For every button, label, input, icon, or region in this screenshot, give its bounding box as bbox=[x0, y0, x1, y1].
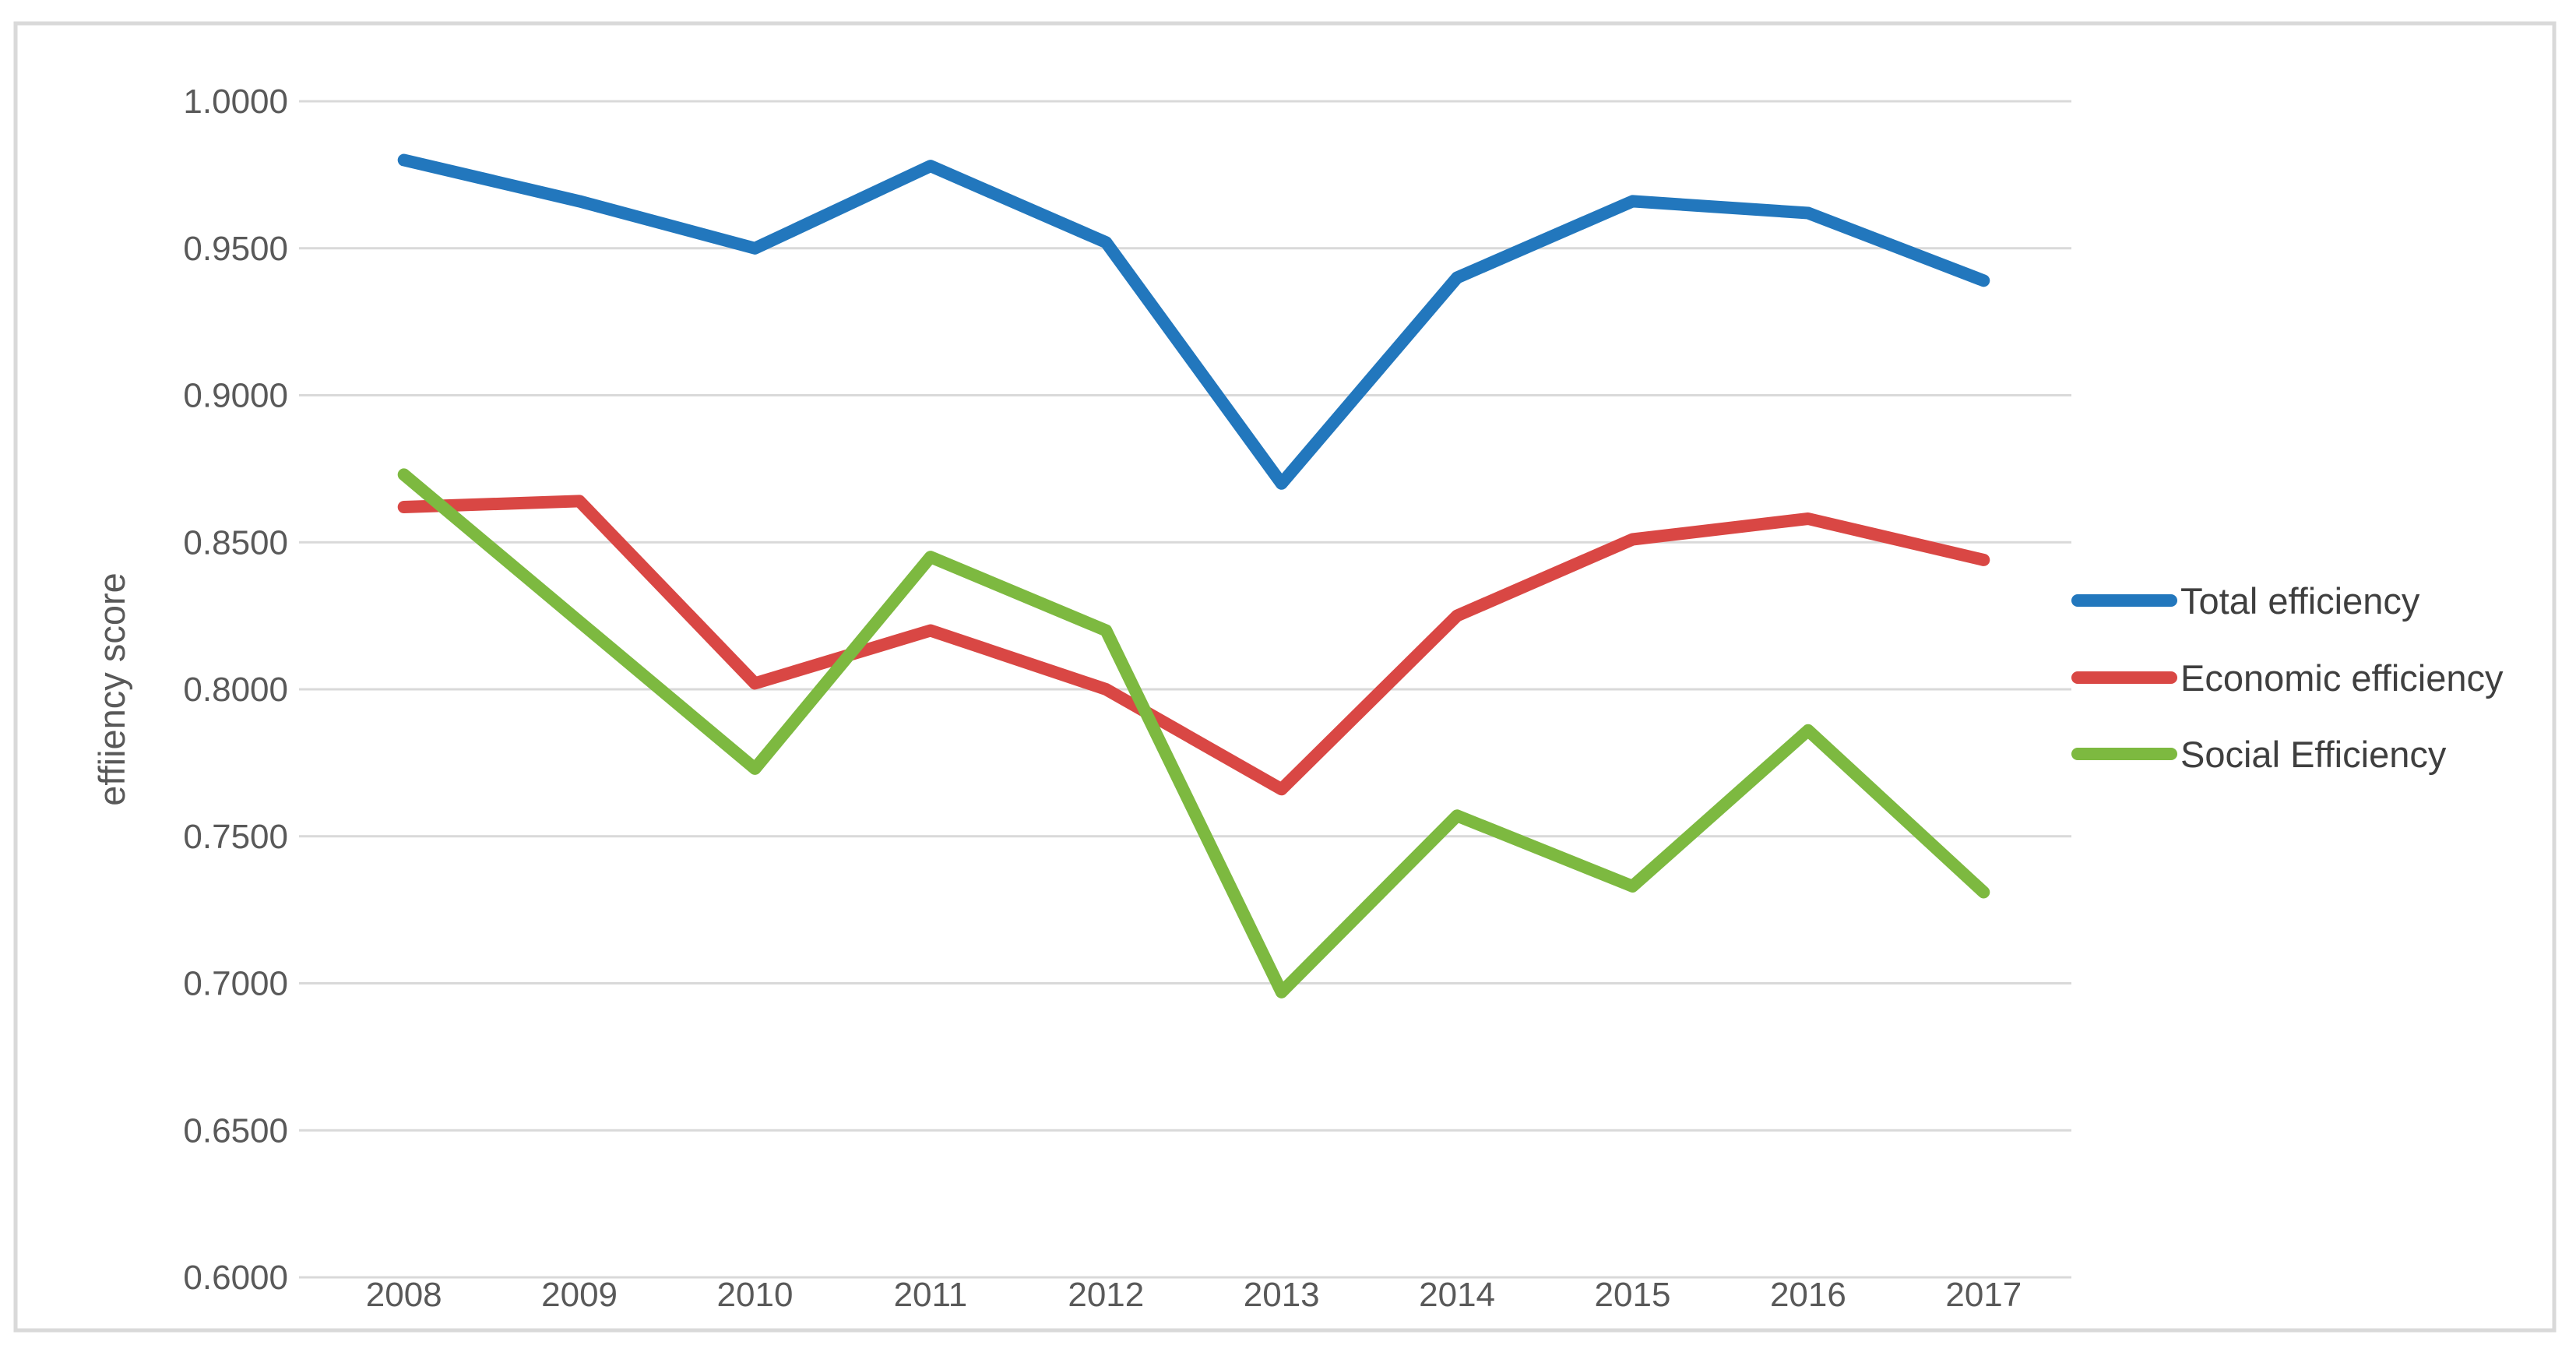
gridlines-group bbox=[299, 100, 2071, 1279]
y-tick-label: 0.9500 bbox=[183, 230, 288, 268]
legend-label-social-efficiency: Social Efficiency bbox=[2180, 734, 2447, 775]
legend-item-total-efficiency: Total efficiency bbox=[2071, 580, 2420, 622]
series-line-social-efficiency bbox=[397, 468, 1990, 998]
y-tick-label: 0.6000 bbox=[183, 1259, 288, 1297]
series-line-economic-efficiency bbox=[397, 495, 1990, 796]
y-tick-label: 0.6500 bbox=[183, 1111, 288, 1150]
x-tick-label-2013: 2013 bbox=[1244, 1276, 1320, 1314]
figure-border bbox=[13, 21, 2557, 1333]
x-tick-label-2015: 2015 bbox=[1595, 1276, 1671, 1314]
series-group bbox=[397, 153, 1990, 998]
x-tick-label-2017: 2017 bbox=[1945, 1276, 2022, 1314]
y-tick-label: 0.9000 bbox=[183, 377, 288, 415]
legend-item-social-efficiency: Social Efficiency bbox=[2071, 734, 2447, 775]
x-tick-label-2011: 2011 bbox=[894, 1276, 968, 1314]
y-tick-label: 1.0000 bbox=[183, 83, 288, 121]
y-axis-title: effiiency score bbox=[91, 572, 132, 806]
x-tick-label-2008: 2008 bbox=[366, 1276, 442, 1314]
legend-item-economic-efficiency: Economic efficiency bbox=[2071, 657, 2504, 699]
legend-label-economic-efficiency: Economic efficiency bbox=[2180, 657, 2504, 699]
y-tick-label: 0.7500 bbox=[183, 818, 288, 856]
x-tick-label-2012: 2012 bbox=[1068, 1276, 1144, 1314]
x-tick-label-2009: 2009 bbox=[541, 1276, 618, 1314]
x-tick-label-2016: 2016 bbox=[1770, 1276, 1846, 1314]
x-tick-label-2014: 2014 bbox=[1419, 1276, 1495, 1314]
y-tick-label: 0.7000 bbox=[183, 965, 288, 1003]
axis-labels-group: 1.0000 0.9500 0.9000 0.8500 0.8000 0.7500 0.70… bbox=[183, 83, 2022, 1314]
x-tick-label-2010: 2010 bbox=[717, 1276, 794, 1314]
legend-label-total-efficiency: Total efficiency bbox=[2180, 580, 2420, 622]
series-line-total-efficiency bbox=[397, 153, 1990, 490]
y-tick-label: 0.8000 bbox=[183, 671, 288, 709]
legend: Total efficiency Economic efficiency Soc… bbox=[2071, 580, 2504, 775]
y-tick-label: 0.8500 bbox=[183, 523, 288, 562]
